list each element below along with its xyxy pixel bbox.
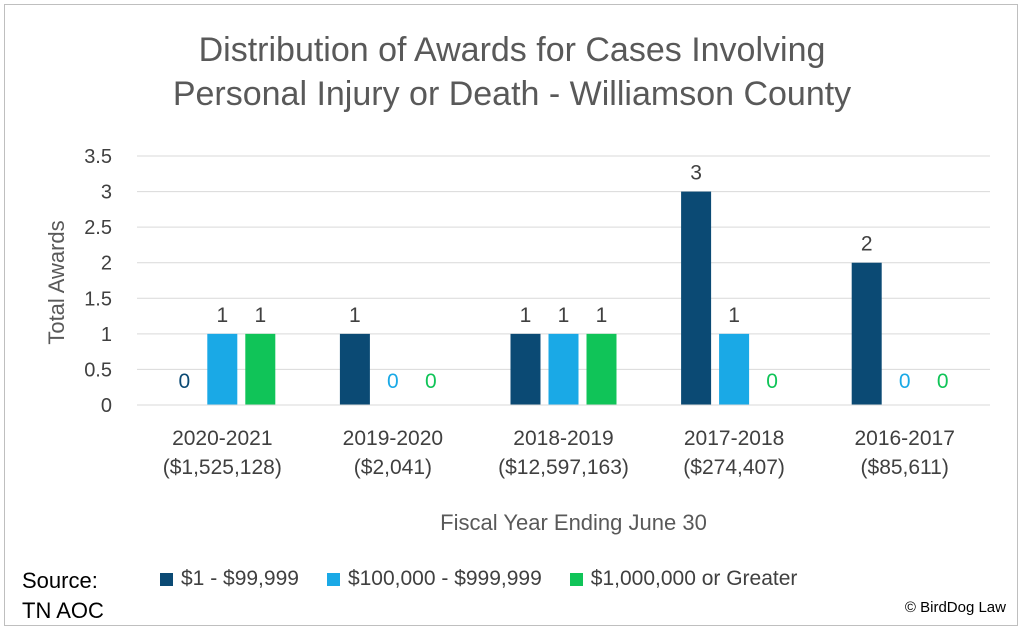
x-tick-label: ($1,525,128) <box>163 456 282 479</box>
source-label: Source: <box>22 568 98 593</box>
y-axis-label: Total Awards <box>44 220 69 344</box>
legend-swatch-series-3 <box>569 572 583 586</box>
bar <box>245 333 276 405</box>
chart-title-line-1: Distribution of Awards for Cases Involvi… <box>198 31 826 69</box>
y-tick-label: 1.5 <box>84 288 112 310</box>
x-tick-label: 2018-2019 <box>513 427 613 450</box>
chart-legend: $1 - $99,999 $100,000 - $999,999 $1,000,… <box>160 567 825 591</box>
bar-data-label: 1 <box>349 304 361 327</box>
legend-swatch-series-2 <box>326 572 340 586</box>
bar <box>719 333 750 405</box>
x-tick-label: 2019-2020 <box>343 427 443 450</box>
copyright-note: © BirdDog Law <box>904 599 1006 616</box>
bar-data-label: 1 <box>596 304 608 327</box>
chart-title: Distribution of Awards for Cases Involvi… <box>0 28 1024 116</box>
legend-item-series-1: $1 - $99,999 <box>160 567 299 591</box>
x-tick-label: ($85,611) <box>861 456 949 479</box>
bar <box>548 333 579 405</box>
y-tick-label: 0.5 <box>84 359 112 381</box>
y-tick-label: 2 <box>101 253 112 275</box>
chart-title-line-2: Personal Injury or Death - Williamson Co… <box>172 75 852 113</box>
bar-data-label: 1 <box>520 304 532 327</box>
bar-data-label: 0 <box>178 370 190 393</box>
legend-label-series-2: $100,000 - $999,999 <box>347 567 542 590</box>
y-tick-label: 2.5 <box>84 217 112 239</box>
bar <box>586 333 617 405</box>
bar-data-label: 0 <box>425 370 437 393</box>
chart-frame <box>4 4 1018 626</box>
y-tick-label: 0 <box>101 395 112 417</box>
bar-data-label: 1 <box>728 304 740 327</box>
bar <box>339 333 370 405</box>
y-tick-label: 3.5 <box>84 146 112 168</box>
legend-item-series-3: $1,000,000 or Greater <box>569 567 798 591</box>
x-tick-label: ($2,041) <box>354 456 432 479</box>
x-tick-label: 2020-2021 <box>172 427 272 450</box>
bar-data-label: 1 <box>216 304 228 327</box>
legend-label-series-3: $1,000,000 or Greater <box>590 567 798 590</box>
source-note: Source: TN AOC <box>22 566 104 626</box>
y-tick-label: 3 <box>101 182 112 204</box>
bar-data-label: 3 <box>690 162 702 185</box>
bar <box>207 333 238 405</box>
source-name: TN AOC <box>22 598 104 623</box>
y-tick-label: 1 <box>101 324 112 346</box>
x-tick-label: 2017-2018 <box>684 427 784 450</box>
bar-data-label: 1 <box>254 304 266 327</box>
x-tick-label: ($12,597,163) <box>498 456 629 479</box>
bar-data-label: 0 <box>387 370 399 393</box>
x-tick-label: ($274,407) <box>683 456 785 479</box>
bar <box>681 191 712 405</box>
bar-data-label: 0 <box>766 370 778 393</box>
legend-label-series-1: $1 - $99,999 <box>181 567 299 590</box>
bar-data-label: 0 <box>937 370 949 393</box>
x-axis-label: Fiscal Year Ending June 30 <box>440 510 707 535</box>
bar-data-label: 1 <box>558 304 570 327</box>
x-tick-label: 2016-2017 <box>854 427 954 450</box>
bar-data-label: 0 <box>899 370 911 393</box>
bar <box>510 333 541 405</box>
bar <box>851 262 882 405</box>
bar-data-label: 2 <box>861 233 873 256</box>
legend-item-series-2: $100,000 - $999,999 <box>326 567 542 591</box>
legend-swatch-series-1 <box>160 572 173 586</box>
